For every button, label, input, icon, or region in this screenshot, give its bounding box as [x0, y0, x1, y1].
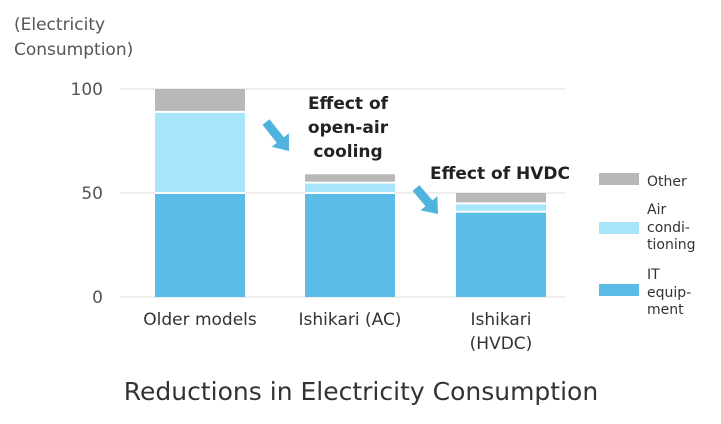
y-tick-label: 50	[81, 184, 103, 204]
bars	[155, 89, 546, 297]
y-axis-label-line: Consumption)	[14, 40, 133, 60]
y-axis-label: (Electricity Consumption)	[14, 15, 133, 60]
annotation-text: Effect of HVDC	[430, 164, 570, 184]
legend-label: IT	[647, 267, 660, 283]
legend-label: ment	[647, 302, 684, 318]
legend-label: condi-	[647, 220, 690, 236]
legend-label: Other	[647, 174, 687, 190]
legend-swatch	[599, 173, 639, 185]
annotation-text: Effect of	[308, 94, 389, 114]
legend-swatch	[599, 284, 639, 296]
bar-segment	[305, 174, 395, 183]
legend-label: tioning	[647, 237, 695, 253]
annotation-arrow	[262, 119, 289, 151]
x-axis-labels: Older models Ishikari (AC) Ishikari (HVDC)	[143, 310, 532, 354]
bar-segment	[456, 211, 546, 297]
legend-swatch	[599, 222, 639, 234]
bar-segment	[305, 182, 395, 193]
x-category-label: Ishikari (AC)	[299, 310, 402, 330]
x-category-label: (HVDC)	[470, 334, 533, 354]
y-tick-label: 0	[92, 288, 103, 308]
annotation-text: cooling	[313, 142, 382, 162]
annotation-text: open-air	[308, 118, 389, 138]
annotation-arrow	[412, 185, 438, 214]
chart-title: Reductions in Electricity Consumption	[124, 377, 598, 406]
y-tick-label: 100	[71, 80, 103, 100]
x-category-label: Older models	[143, 310, 257, 330]
bar-segment	[155, 193, 245, 297]
bar-segment	[456, 193, 546, 204]
y-axis-label-line: (Electricity	[14, 15, 105, 35]
bar-segment	[456, 203, 546, 212]
legend-label: equip-	[647, 285, 691, 301]
x-category-label: Ishikari	[470, 310, 531, 330]
legend-label: Air	[647, 202, 666, 218]
y-axis-ticks: 0 50 100	[71, 80, 103, 308]
annotations: Effect of open-air cooling Effect of HVDC	[262, 94, 570, 214]
bar-segment	[305, 193, 395, 297]
legend: Other Air condi-tioning IT equip-ment	[599, 173, 695, 318]
bar-segment	[155, 89, 245, 112]
bar-segment	[155, 111, 245, 193]
